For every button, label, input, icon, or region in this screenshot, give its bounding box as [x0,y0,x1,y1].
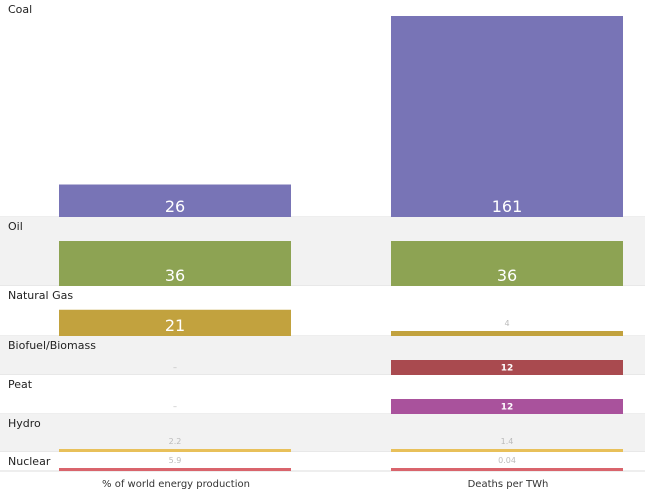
bar-hydro-deaths [391,449,623,452]
value-label-natural-gas-production: 21 [165,316,185,335]
bar-peat-deaths [391,399,623,414]
value-label-coal-deaths: 161 [492,197,523,216]
value-label-coal-production: 26 [165,197,185,216]
bar-coal-production [59,184,291,217]
value-label-nuclear-deaths: 0.04 [498,456,516,465]
category-label-peat: Peat [8,378,33,391]
category-label-hydro: Hydro [8,417,41,430]
bar-oil-deaths [391,241,623,286]
bar-oil-production [59,241,291,286]
value-label-hydro-production: 2.2 [169,437,182,446]
category-label-oil: Oil [8,220,23,233]
bar-coal-deaths [391,16,623,217]
value-label-natural-gas-deaths: 4 [504,319,509,328]
value-label-biofuel-biomass-deaths: 12 [501,364,514,374]
bar-natural-gas-production [59,309,291,336]
band-hydro [0,414,645,452]
value-label-oil-production: 36 [165,266,185,285]
value-label-biofuel-biomass-production: – [173,363,177,372]
band-nuclear [0,452,645,471]
value-label-oil-deaths: 36 [497,266,517,285]
category-label-biofuel-biomass: Biofuel/Biomass [8,339,96,352]
bar-biofuel-biomass-deaths [391,360,623,375]
value-label-peat-production: – [173,402,177,411]
x-axis-label-production: % of world energy production [102,479,250,490]
bar-hydro-production [59,449,291,452]
bar-nuclear-production [59,468,291,471]
bar-natural-gas-deaths [391,331,623,336]
category-label-nuclear: Nuclear [8,455,51,468]
value-label-hydro-deaths: 1.4 [501,437,514,446]
x-axis-label-deaths: Deaths per TWh [468,479,549,490]
category-label-coal: Coal [8,3,32,16]
value-label-nuclear-production: 5.9 [169,456,182,465]
category-label-natural-gas: Natural Gas [8,289,73,302]
value-label-peat-deaths: 12 [501,403,514,413]
bar-nuclear-deaths [391,468,623,471]
